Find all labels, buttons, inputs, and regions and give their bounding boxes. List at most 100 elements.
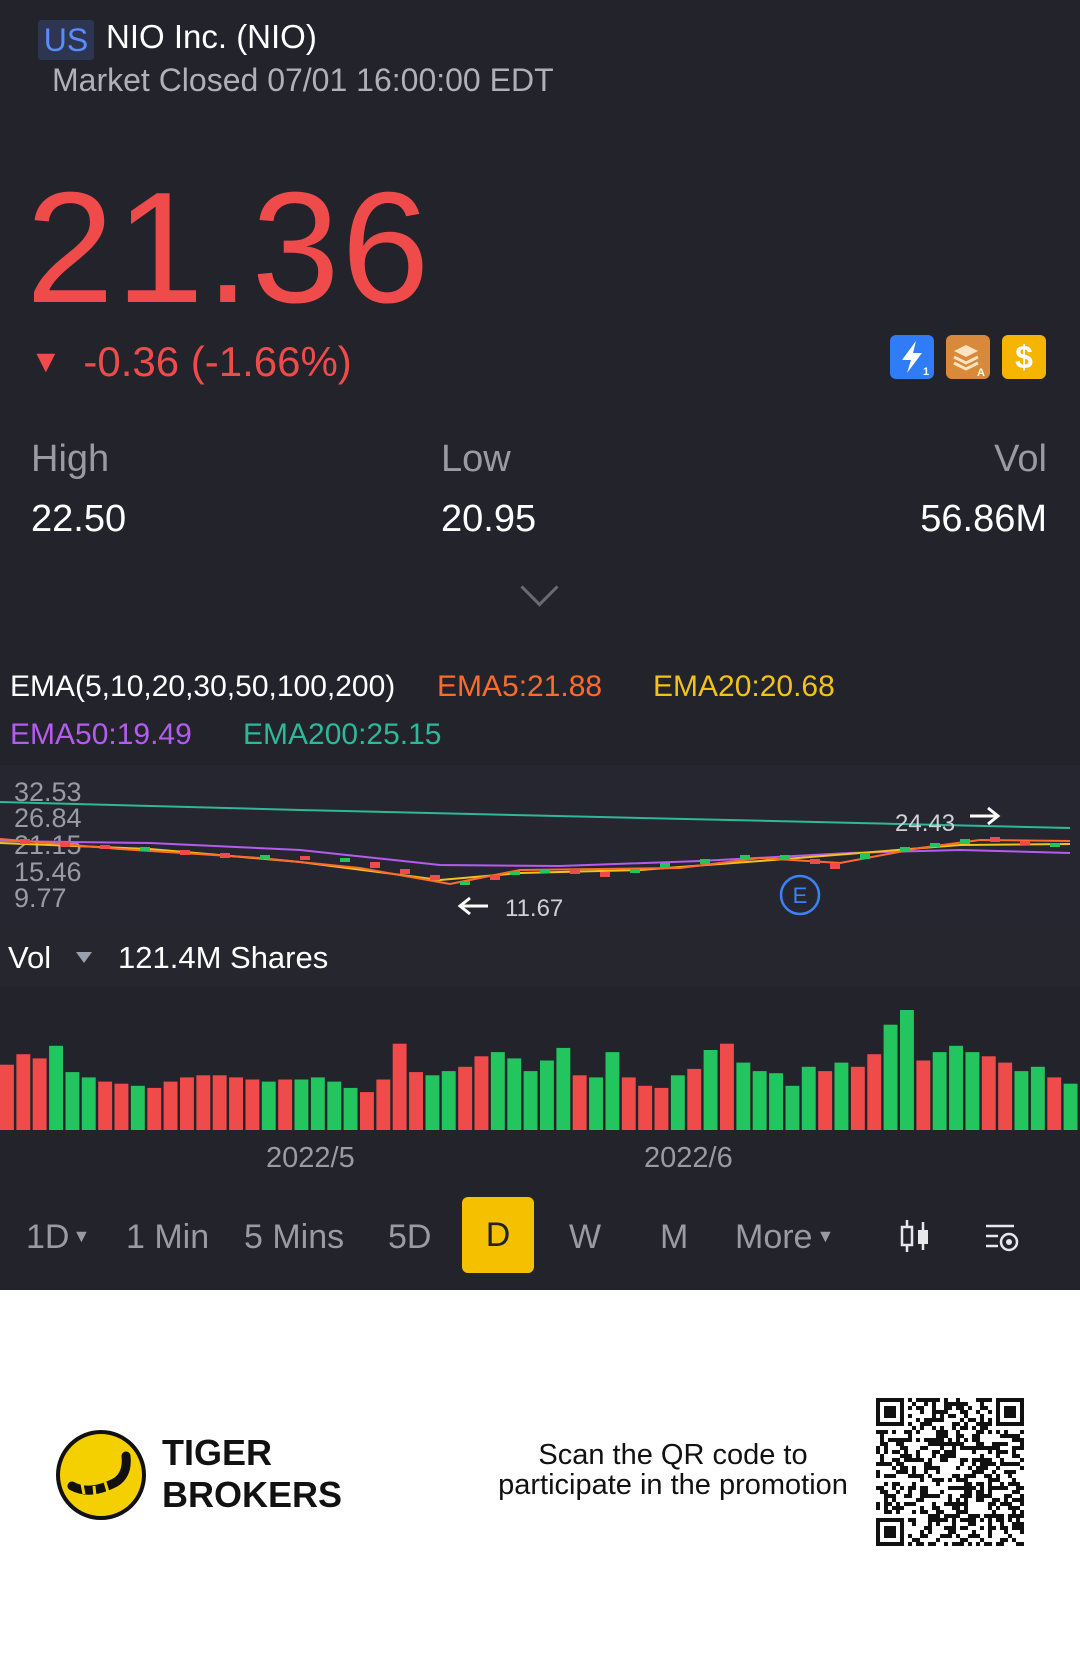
volume-bar — [32, 1058, 47, 1130]
timeframe-1min[interactable]: 1 Min — [126, 1218, 210, 1256]
volume-header — [0, 928, 1080, 986]
volume-bar — [0, 1064, 14, 1130]
x-tick: 2022/6 — [644, 1142, 733, 1174]
y-axis-ticks: 32.53 26.84 21.15 15.46 9.77 — [14, 777, 82, 913]
volume-bar — [49, 1045, 63, 1130]
ema5-value: EMA5:21.88 — [437, 670, 603, 703]
x-tick: 2022/5 — [266, 1142, 355, 1174]
down-arrow-icon: ▼ — [30, 343, 62, 379]
volume-bar — [785, 1085, 800, 1130]
ema200-value: EMA200:25.15 — [243, 718, 442, 751]
volume-bar — [932, 1052, 947, 1130]
volume-bar — [147, 1087, 162, 1130]
earnings-marker-icon[interactable]: E — [779, 874, 821, 916]
timeframe-week[interactable]: W — [569, 1218, 602, 1256]
volume-bar — [965, 1052, 980, 1130]
timeframe-5d[interactable]: 5D — [388, 1218, 432, 1256]
high-label: High — [31, 438, 110, 480]
volume-bar — [949, 1045, 963, 1130]
vol-label: Vol — [994, 438, 1047, 480]
market-status: Market Closed 07/01 16:00:00 EDT — [52, 62, 554, 98]
high-value: 22.50 — [31, 498, 127, 540]
svg-text:A: A — [977, 367, 985, 379]
volume-bar — [752, 1071, 767, 1130]
caret-down-icon[interactable] — [76, 952, 92, 963]
volume-bar — [1014, 1071, 1029, 1130]
ema20-value: EMA20:20.68 — [653, 670, 835, 703]
low-value: 20.95 — [441, 498, 537, 540]
volume-bar — [769, 1073, 783, 1130]
volume-bar — [130, 1085, 145, 1130]
high-marker: 24.43 — [895, 806, 1001, 837]
volume-bar — [834, 1062, 849, 1130]
volume-bar — [654, 1087, 669, 1130]
volume-bar — [16, 1054, 31, 1130]
volume-bar — [883, 1024, 898, 1130]
svg-text:E: E — [793, 883, 808, 908]
timeframe-day[interactable]: D — [462, 1197, 534, 1273]
ema50-line — [0, 840, 1071, 868]
dollar-icon[interactable]: $ — [1002, 335, 1046, 379]
tiger-logo-icon — [56, 1430, 146, 1520]
candlestick-icon[interactable] — [898, 1218, 932, 1254]
promo-text: Scan the QR code to participate in the p… — [498, 1439, 848, 1501]
volume-bar — [556, 1047, 571, 1130]
timeframe-more[interactable]: More ▼ — [735, 1218, 835, 1256]
volume-bar — [670, 1075, 685, 1130]
last-price: 21.36 — [26, 160, 432, 336]
volume-bar — [212, 1075, 227, 1130]
volume-bar — [900, 1010, 914, 1130]
timeframe-month[interactable]: M — [660, 1218, 689, 1256]
price-chart[interactable]: 32.53 26.84 21.15 15.46 9.77 — [0, 765, 1080, 928]
timeframe-5mins[interactable]: 5 Mins — [244, 1218, 345, 1256]
volume-bar — [294, 1079, 309, 1130]
volume-bar — [278, 1079, 293, 1130]
volume-bar — [441, 1071, 456, 1130]
ema200-line — [0, 801, 1071, 829]
high-marker-label: 24.43 — [895, 810, 955, 837]
volume-bar — [867, 1054, 882, 1130]
volume-bar — [343, 1087, 358, 1130]
volume-bar — [572, 1075, 587, 1130]
volume-bar — [180, 1077, 194, 1130]
volume-bar — [736, 1062, 751, 1130]
market-badge: US — [38, 20, 94, 60]
volume-bar — [81, 1077, 96, 1130]
volume-bar — [523, 1071, 538, 1130]
ema50-value: EMA50:19.49 — [10, 718, 192, 751]
volume-bar — [818, 1071, 833, 1130]
vol-value: 56.86M — [920, 498, 1047, 540]
volume-bar — [98, 1081, 113, 1130]
caret-down-icon: ▼ — [72, 1226, 91, 1246]
volume-bar — [310, 1077, 325, 1130]
volume-total: 121.4M Shares — [118, 940, 329, 975]
stack-a-icon[interactable]: A — [946, 335, 990, 379]
volume-bar — [1063, 1083, 1078, 1130]
timeframe-1d[interactable]: 1D ▼ — [26, 1218, 91, 1256]
volume-bar — [720, 1043, 734, 1130]
price-change: ▼ -0.36 (-1.66%) — [30, 338, 352, 386]
ema-title[interactable]: EMA(5,10,20,30,50,100,200) — [10, 670, 396, 703]
volume-bar — [229, 1077, 243, 1130]
volume-chart[interactable] — [0, 990, 1080, 1130]
ema5-line — [0, 838, 1071, 886]
volume-bar — [360, 1092, 374, 1130]
volume-bar — [163, 1081, 178, 1130]
candles — [20, 837, 1060, 885]
volume-bar — [1047, 1077, 1062, 1130]
chart-settings-icon[interactable] — [984, 1220, 1020, 1254]
volume-bar — [376, 1079, 391, 1130]
volume-indicator-label[interactable]: Vol — [8, 940, 52, 975]
qr-code-icon — [876, 1398, 1024, 1546]
volume-bar — [392, 1043, 407, 1130]
volume-bar — [981, 1056, 996, 1130]
volume-bar — [474, 1056, 489, 1130]
volume-bar — [327, 1081, 342, 1130]
volume-bar — [458, 1066, 473, 1130]
y-tick: 26.84 — [14, 803, 82, 833]
lightning-level1-icon[interactable]: 1 — [890, 335, 934, 379]
caret-down-icon: ▼ — [816, 1226, 835, 1246]
volume-bar — [1030, 1066, 1045, 1130]
stock-title: NIO Inc. (NIO) — [106, 18, 317, 55]
brand-name: TIGER BROKERS — [162, 1432, 343, 1515]
